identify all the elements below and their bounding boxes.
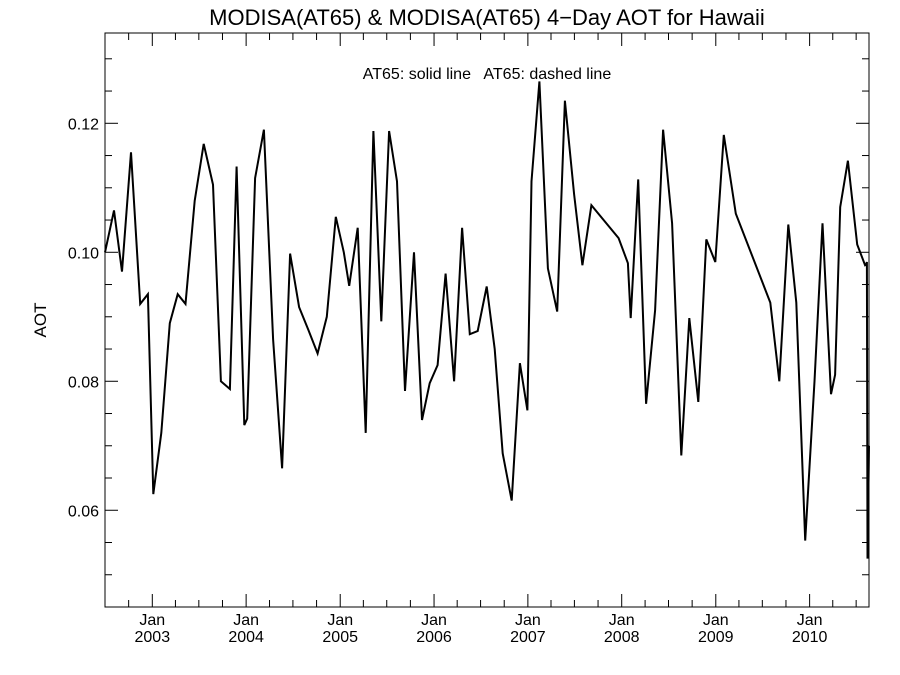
y-tick-label: 0.10	[68, 245, 99, 262]
x-tick-year: 2006	[416, 629, 452, 646]
x-tick-month: Jan	[139, 612, 165, 629]
plot-frame	[104, 32, 870, 608]
x-tick-year: 2009	[698, 629, 734, 646]
x-tick-year: 2004	[228, 629, 264, 646]
x-tick-month: Jan	[515, 612, 541, 629]
x-tick-month: Jan	[797, 612, 823, 629]
axis-tick-labels: 0.060.080.100.12Jan2003Jan2004Jan2005Jan…	[68, 116, 828, 646]
x-tick-year: 2003	[135, 629, 171, 646]
x-tick-month: Jan	[421, 612, 447, 629]
axis-ticks	[104, 33, 869, 608]
series-group	[104, 81, 870, 559]
x-tick-year: 2007	[510, 629, 546, 646]
x-tick-year: 2005	[322, 629, 358, 646]
chart-title: MODISA(AT65) & MODISA(AT65) 4−Day AOT fo…	[209, 5, 765, 30]
x-tick-month: Jan	[327, 612, 353, 629]
y-axis-label: AOT	[31, 303, 50, 338]
series-annotation: AT65: solid line AT65: dashed line	[363, 66, 612, 83]
y-tick-label: 0.06	[68, 503, 99, 520]
x-tick-year: 2010	[792, 629, 828, 646]
x-tick-month: Jan	[609, 612, 635, 629]
y-tick-label: 0.12	[68, 116, 99, 133]
x-tick-month: Jan	[233, 612, 259, 629]
series-line-0	[104, 81, 870, 559]
x-tick-year: 2008	[604, 629, 640, 646]
y-tick-label: 0.08	[68, 374, 99, 391]
x-tick-month: Jan	[703, 612, 729, 629]
